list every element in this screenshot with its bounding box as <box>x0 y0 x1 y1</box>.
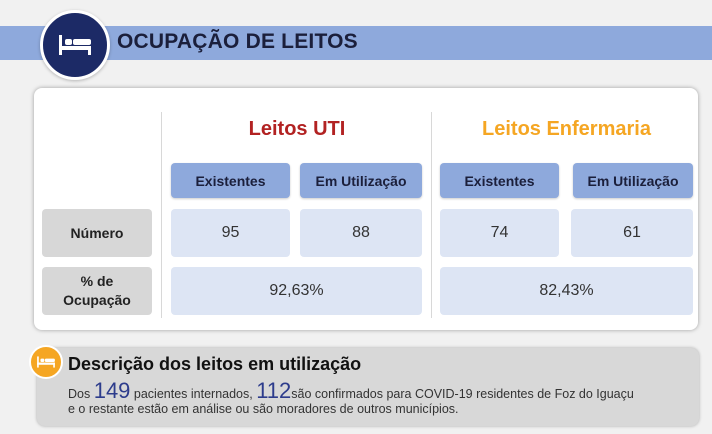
uti-utilizacao-value: 88 <box>300 209 422 257</box>
row-label-ocupacao-line1: % de <box>80 273 114 289</box>
row-label-numero: Número <box>42 209 152 257</box>
description-line1-end: são confirmados para COVID-19 residentes… <box>291 387 634 401</box>
row-label-ocupacao-line2: Ocupação <box>63 292 131 308</box>
divider-left <box>161 112 162 318</box>
enfermaria-existentes-header: Existentes <box>440 163 559 198</box>
uti-existentes-header: Existentes <box>171 163 290 198</box>
header-icon-badge <box>40 10 110 80</box>
enfermaria-existentes-value: 74 <box>440 209 559 257</box>
bed-icon <box>37 356 55 368</box>
enfermaria-utilizacao-header: Em Utilização <box>573 163 693 198</box>
description-box <box>37 348 699 426</box>
enfermaria-title: Leitos Enfermaria <box>482 118 651 140</box>
row-label-ocupacao: % de Ocupação <box>42 267 152 315</box>
description-line2: e o restante estão em análise ou são mor… <box>68 402 459 416</box>
enfermaria-utilizacao-value: 61 <box>571 209 693 257</box>
enfermaria-ocupacao-value: 82,43% <box>440 267 693 315</box>
confirmados-count: 112 <box>256 378 292 403</box>
description-icon-badge <box>29 345 63 379</box>
bed-icon <box>59 35 91 55</box>
page-title: OCUPAÇÃO DE LEITOS <box>117 30 358 53</box>
internados-count: 149 <box>93 378 131 403</box>
uti-ocupacao-value: 92,63% <box>171 267 422 315</box>
description-text: Dos 149 pacientes internados, 112são con… <box>68 380 688 417</box>
header-bar <box>0 26 712 60</box>
uti-existentes-value: 95 <box>171 209 290 257</box>
uti-utilizacao-header: Em Utilização <box>300 163 422 198</box>
uti-title: Leitos UTI <box>248 118 346 140</box>
description-prefix: Dos <box>68 387 94 401</box>
description-title: Descrição dos leitos em utilização <box>68 354 362 374</box>
divider-middle <box>431 112 432 318</box>
description-mid: pacientes internados, <box>130 387 257 401</box>
